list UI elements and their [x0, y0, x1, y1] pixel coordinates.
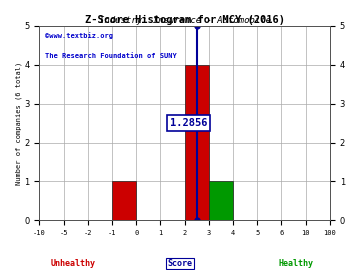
Text: 1.2856: 1.2856 [170, 118, 207, 128]
Y-axis label: Number of companies (6 total): Number of companies (6 total) [15, 62, 22, 185]
Text: Score: Score [167, 259, 193, 268]
Text: The Research Foundation of SUNY: The Research Foundation of SUNY [45, 53, 177, 59]
Bar [185, 65, 209, 220]
Bar [209, 181, 233, 220]
Text: Industry: Insurance - Automobile: Industry: Insurance - Automobile [99, 16, 271, 25]
Title: Z-Score Histogram for MCY (2016): Z-Score Histogram for MCY (2016) [85, 15, 285, 25]
Text: Healthy: Healthy [278, 259, 313, 268]
Text: Unhealthy: Unhealthy [50, 259, 95, 268]
Text: ©www.textbiz.org: ©www.textbiz.org [45, 32, 113, 39]
Bar [112, 181, 136, 220]
